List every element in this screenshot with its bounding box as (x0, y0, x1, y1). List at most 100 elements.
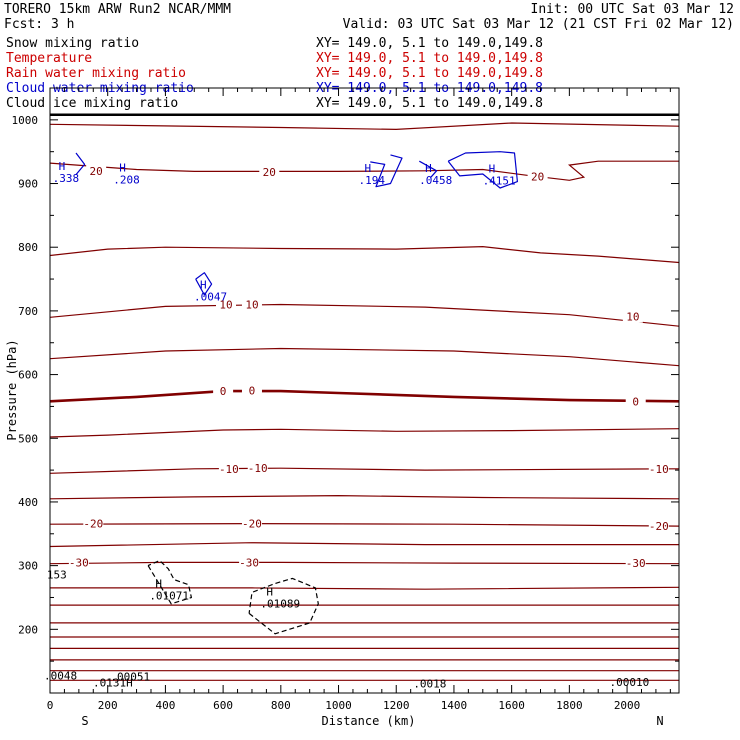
y-tick-label: 400 (18, 496, 38, 509)
temperature-label: -10 (248, 462, 268, 475)
temperature-label: 10 (245, 299, 258, 312)
x-tick-label: 0 (47, 699, 54, 712)
x-tick-label: 1200 (383, 699, 410, 712)
contour-label-bg (241, 384, 262, 397)
temperature-contour (49, 160, 679, 181)
temperature-contour (49, 389, 680, 403)
field-xy: XY= 149.0, 5.1 to 149.0,149.8 (316, 66, 543, 81)
y-tick-label: 700 (18, 305, 38, 318)
cloud-water-max-marker: H (119, 161, 126, 174)
contour-label-bg (247, 462, 268, 475)
temperature-contour (49, 303, 680, 327)
field-legend: Snow mixing ratio XY= 149.0, 5.1 to 149.0… (6, 36, 543, 111)
header-line2-left: Fcst: 3 h (4, 17, 74, 32)
temperature-contour (49, 347, 680, 367)
contour-label-bg (218, 462, 239, 475)
cloud-water-contour (447, 151, 518, 189)
temperature-contour (50, 586, 680, 590)
cloud-ice-contour (147, 559, 192, 605)
x-tick-label: 400 (155, 699, 175, 712)
temperature-label: -20 (649, 520, 669, 533)
cloud-ice-max-value: 153 (47, 568, 67, 581)
header-line2-right: Valid: 03 UTC Sat 03 Mar 12 (21 CST Fri … (343, 17, 734, 32)
contour-label-bg (83, 517, 104, 530)
temperature-contour (49, 428, 680, 438)
field-name: Rain water mixing ratio (6, 66, 186, 81)
y-tick-label: 800 (18, 241, 38, 254)
contour-label-bg (241, 517, 262, 530)
y-tick-label: 300 (18, 560, 38, 573)
cloud-water-contour (370, 154, 403, 188)
temperature-label: 0 (632, 395, 639, 408)
cloud-water-max-marker: H (425, 162, 432, 175)
x-tick-label: 1400 (441, 699, 468, 712)
field-xy: XY= 149.0, 5.1 to 149.0,149.8 (316, 36, 543, 51)
cloud-water-contour (75, 152, 86, 175)
cloud-ice-contour (248, 577, 319, 635)
contour-label-bg (213, 385, 234, 398)
cloud-ice-max-value: .0018 (413, 677, 446, 690)
cloud-water-contour (195, 272, 213, 296)
y-tick-label: 500 (18, 432, 38, 445)
contour-label-bg (648, 520, 669, 533)
cloud-water-max-marker: H (365, 162, 372, 175)
x-tick-label: 2000 (614, 699, 641, 712)
temperature-label: -10 (219, 463, 239, 476)
temperature-label: 20 (263, 166, 276, 179)
plot-frame (49, 87, 680, 694)
contour-label-bg (86, 164, 107, 177)
field-xy: XY= 149.0, 5.1 to 149.0,149.8 (316, 96, 543, 111)
cloud-ice-max-value: .0048 (44, 670, 77, 683)
cloud-ice-max-value: .01089 (260, 598, 300, 611)
field-name: Snow mixing ratio (6, 36, 139, 51)
x-tick-label: 800 (271, 699, 291, 712)
temperature-label: 0 (249, 385, 256, 398)
cloud-water-max-value: .338 (53, 172, 79, 185)
temperature-contour (49, 494, 680, 500)
y-tick-label: 200 (18, 623, 38, 636)
cloud-water-max-value: .4151 (483, 175, 516, 188)
cloud-ice-max-marker: H (266, 586, 273, 599)
x-tick-label: 200 (98, 699, 118, 712)
field-name: Temperature (6, 51, 92, 66)
contour-label-bg (239, 556, 260, 569)
y-axis-title: Pressure (hPa) (5, 339, 19, 440)
x-tick-label: 600 (213, 699, 233, 712)
plot-area: -30 -30 -30 -20 -20 -20 -10 -10 -10 0 0 0 10 10 10 20 20… (5, 87, 680, 728)
contour-label-bg (625, 557, 646, 570)
header-line1-right: Init: 00 UTC Sat 03 Mar 12 (531, 2, 735, 17)
temperature-label: 10 (626, 311, 639, 324)
temperature-label: -20 (242, 518, 262, 531)
temperature-label: -30 (626, 557, 646, 570)
temperature-label: -20 (83, 518, 103, 531)
cloud-ice-max-value: .0131H (93, 677, 133, 690)
field-xy: XY= 149.0, 5.1 to 149.0,149.8 (316, 51, 543, 66)
y-tick-label: 1000 (12, 114, 39, 127)
temperature-label: -10 (649, 463, 669, 476)
cloud-water-max-marker: H (200, 279, 207, 292)
cloud-ice-max-value: .00010 (610, 676, 650, 689)
temperature-label: 0 (220, 385, 227, 398)
cloud-water-max-value: .208 (113, 173, 140, 186)
x-axis-title: Distance (km) (322, 714, 416, 728)
x-end-label-south: S (81, 714, 88, 728)
field-name: Cloud ice mixing ratio (6, 96, 178, 111)
y-tick-label: 600 (18, 369, 38, 382)
contour-label-bg (216, 298, 237, 311)
cloud-water-max-marker: H (59, 160, 66, 173)
temperature-contour (49, 467, 680, 474)
cloud-ice-max-value: .01071 (149, 589, 189, 602)
temperature-contour (49, 542, 679, 548)
temperature-label: -30 (69, 556, 89, 569)
temperature-contour (49, 245, 680, 264)
cloud-ice-max-value: .00051 (110, 670, 150, 683)
temperature-label: 20 (531, 171, 544, 184)
cloud-water-max-value: .0458 (419, 174, 452, 187)
header-text: TORERO 15km ARW Run2 NCAR/MMM Init: 00 U… (4, 2, 734, 32)
contour-label-bg (527, 170, 548, 183)
cloud-water-contour (419, 160, 438, 178)
x-tick-label: 1800 (556, 699, 583, 712)
temperature-contour (49, 522, 680, 527)
cloud-ice-max-marker: H (155, 577, 162, 590)
